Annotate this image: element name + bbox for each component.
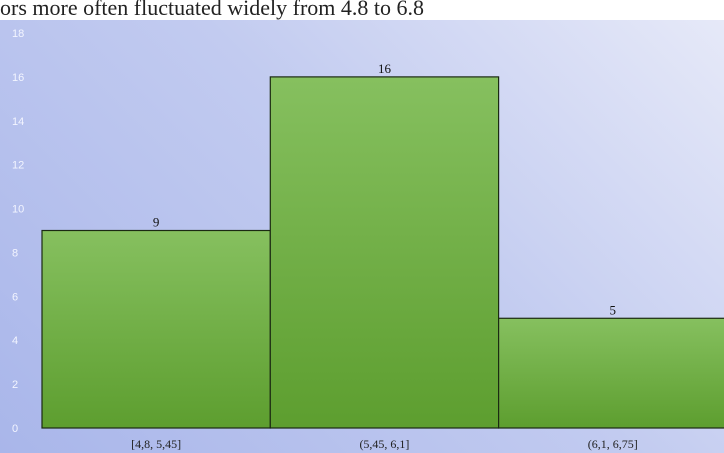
histogram-bar — [269, 76, 500, 429]
y-tick-label: 10 — [12, 204, 24, 216]
data-labels: 9 16 5 — [153, 61, 616, 317]
y-tick-label: 12 — [12, 160, 24, 172]
y-tick-label: 16 — [12, 72, 24, 84]
y-tick-label: 6 — [12, 291, 18, 303]
histogram-bar — [498, 317, 724, 429]
histogram-bar — [41, 229, 271, 429]
y-tick-label: 8 — [12, 247, 18, 259]
x-category-label: (6,1, 6,75] — [588, 437, 638, 451]
bars — [41, 76, 724, 429]
bar-data-label: 9 — [153, 215, 160, 230]
y-axis-ticks: 0 2 4 6 8 10 12 14 16 18 — [12, 28, 24, 435]
chart-svg: 0 2 4 6 8 10 12 14 16 18 9 16 5 [4,8, 5,45] (5,45, 6… — [12, 28, 724, 451]
x-axis-labels: [4,8, 5,45] (5,45, 6,1] (6,1, 6,75] — [131, 437, 638, 451]
histogram-chart: 0 2 4 6 8 10 12 14 16 18 9 16 5 [4,8, 5,45] (5,45, 6… — [0, 20, 724, 453]
bar-data-label: 16 — [378, 61, 392, 76]
x-category-label: (5,45, 6,1] — [359, 437, 409, 451]
y-tick-label: 4 — [12, 335, 18, 347]
bar-data-label: 5 — [610, 302, 617, 317]
y-tick-label: 14 — [12, 116, 24, 128]
caption-text: ors more often fluctuated widely from 4.… — [0, 0, 425, 20]
x-category-label: [4,8, 5,45] — [131, 437, 181, 451]
y-tick-label: 18 — [12, 28, 24, 40]
y-tick-label: 0 — [12, 423, 18, 435]
y-tick-label: 2 — [12, 379, 18, 391]
